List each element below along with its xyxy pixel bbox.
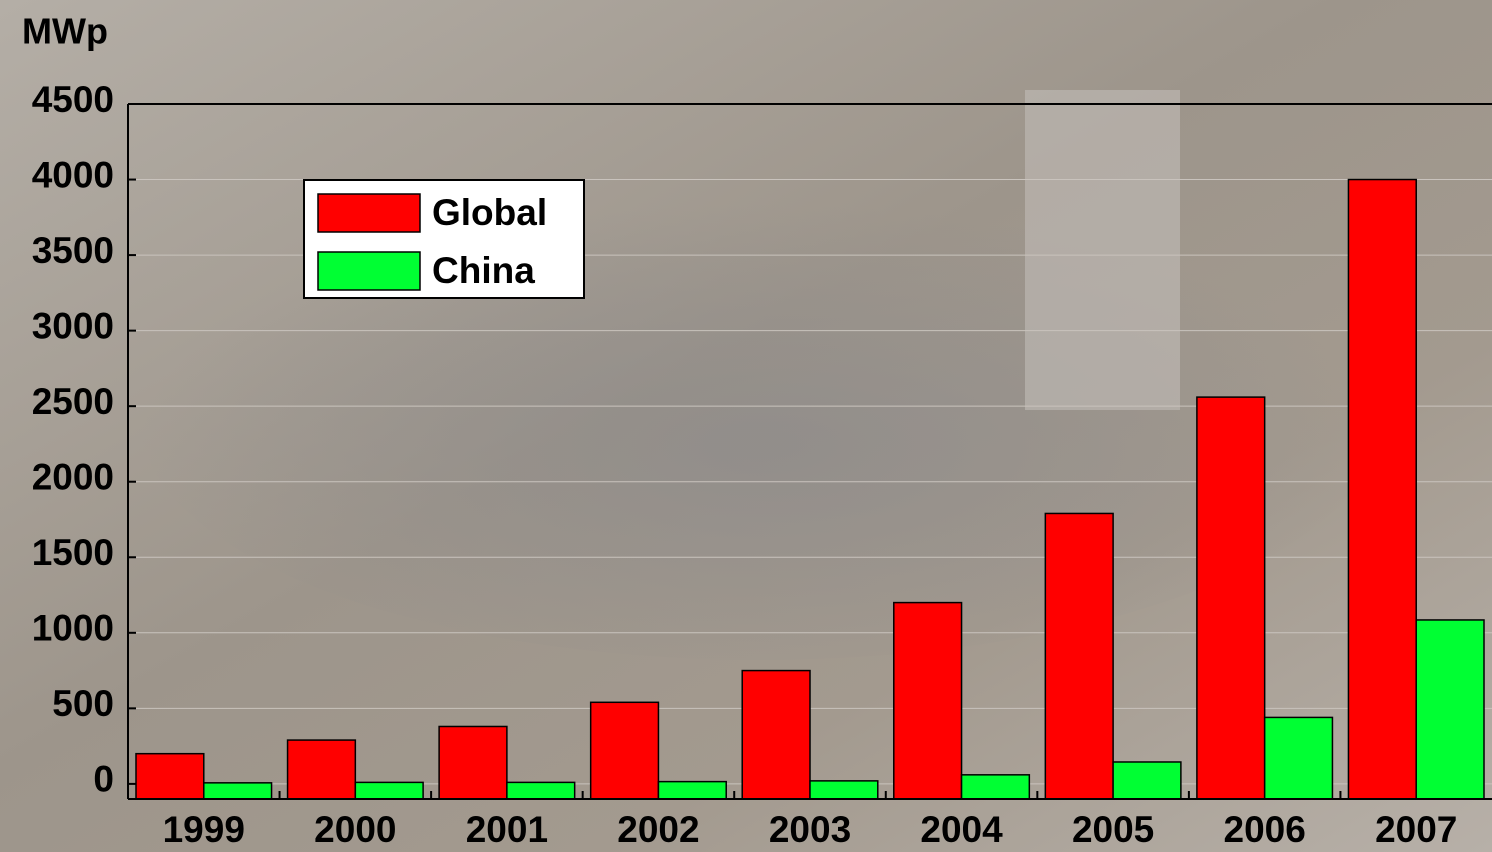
bar (1415, 619, 1485, 800)
y-tick-label: 1500 (32, 532, 114, 573)
bar (506, 781, 576, 800)
y-tick-label: 0 (93, 759, 114, 800)
x-tick-label: 2001 (466, 809, 548, 850)
bar (1263, 716, 1334, 800)
bar (1347, 178, 1417, 800)
bar (960, 774, 1031, 800)
bar (135, 752, 205, 800)
x-tick-label: 2003 (769, 809, 851, 850)
y-tick-label: 1000 (32, 608, 114, 649)
bar (286, 739, 357, 800)
bar (809, 780, 879, 800)
y-tick-label: 500 (52, 683, 114, 724)
bar (438, 725, 508, 800)
y-tick-label: 4500 (32, 79, 114, 120)
y-tick-label: 4000 (32, 154, 114, 195)
bar (1112, 761, 1182, 800)
x-tick-label: 2002 (617, 809, 699, 850)
legend-label: Global (432, 192, 547, 233)
y-tick-label: 2500 (32, 381, 114, 422)
bar (657, 780, 727, 800)
bar (1196, 396, 1266, 800)
legend-swatch (317, 251, 421, 291)
y-axis-label: MWp (22, 11, 108, 52)
bar (741, 669, 811, 800)
x-tick-label: 2000 (314, 809, 396, 850)
y-tick-label: 2000 (32, 456, 114, 497)
bar (354, 781, 424, 800)
x-tick-label: 2004 (920, 809, 1003, 850)
bar (1044, 512, 1114, 800)
x-tick-label: 2007 (1375, 809, 1457, 850)
y-tick-label: 3000 (32, 305, 114, 346)
bar (203, 782, 273, 800)
bar (893, 601, 963, 800)
bar (589, 701, 660, 800)
y-tick-label: 3500 (32, 230, 114, 271)
x-tick-label: 2005 (1072, 809, 1154, 850)
background-building (1025, 90, 1180, 410)
legend-swatch (317, 193, 421, 233)
legend-label: China (432, 250, 535, 291)
x-tick-label: 1999 (163, 809, 245, 850)
x-tick-label: 2006 (1224, 809, 1306, 850)
